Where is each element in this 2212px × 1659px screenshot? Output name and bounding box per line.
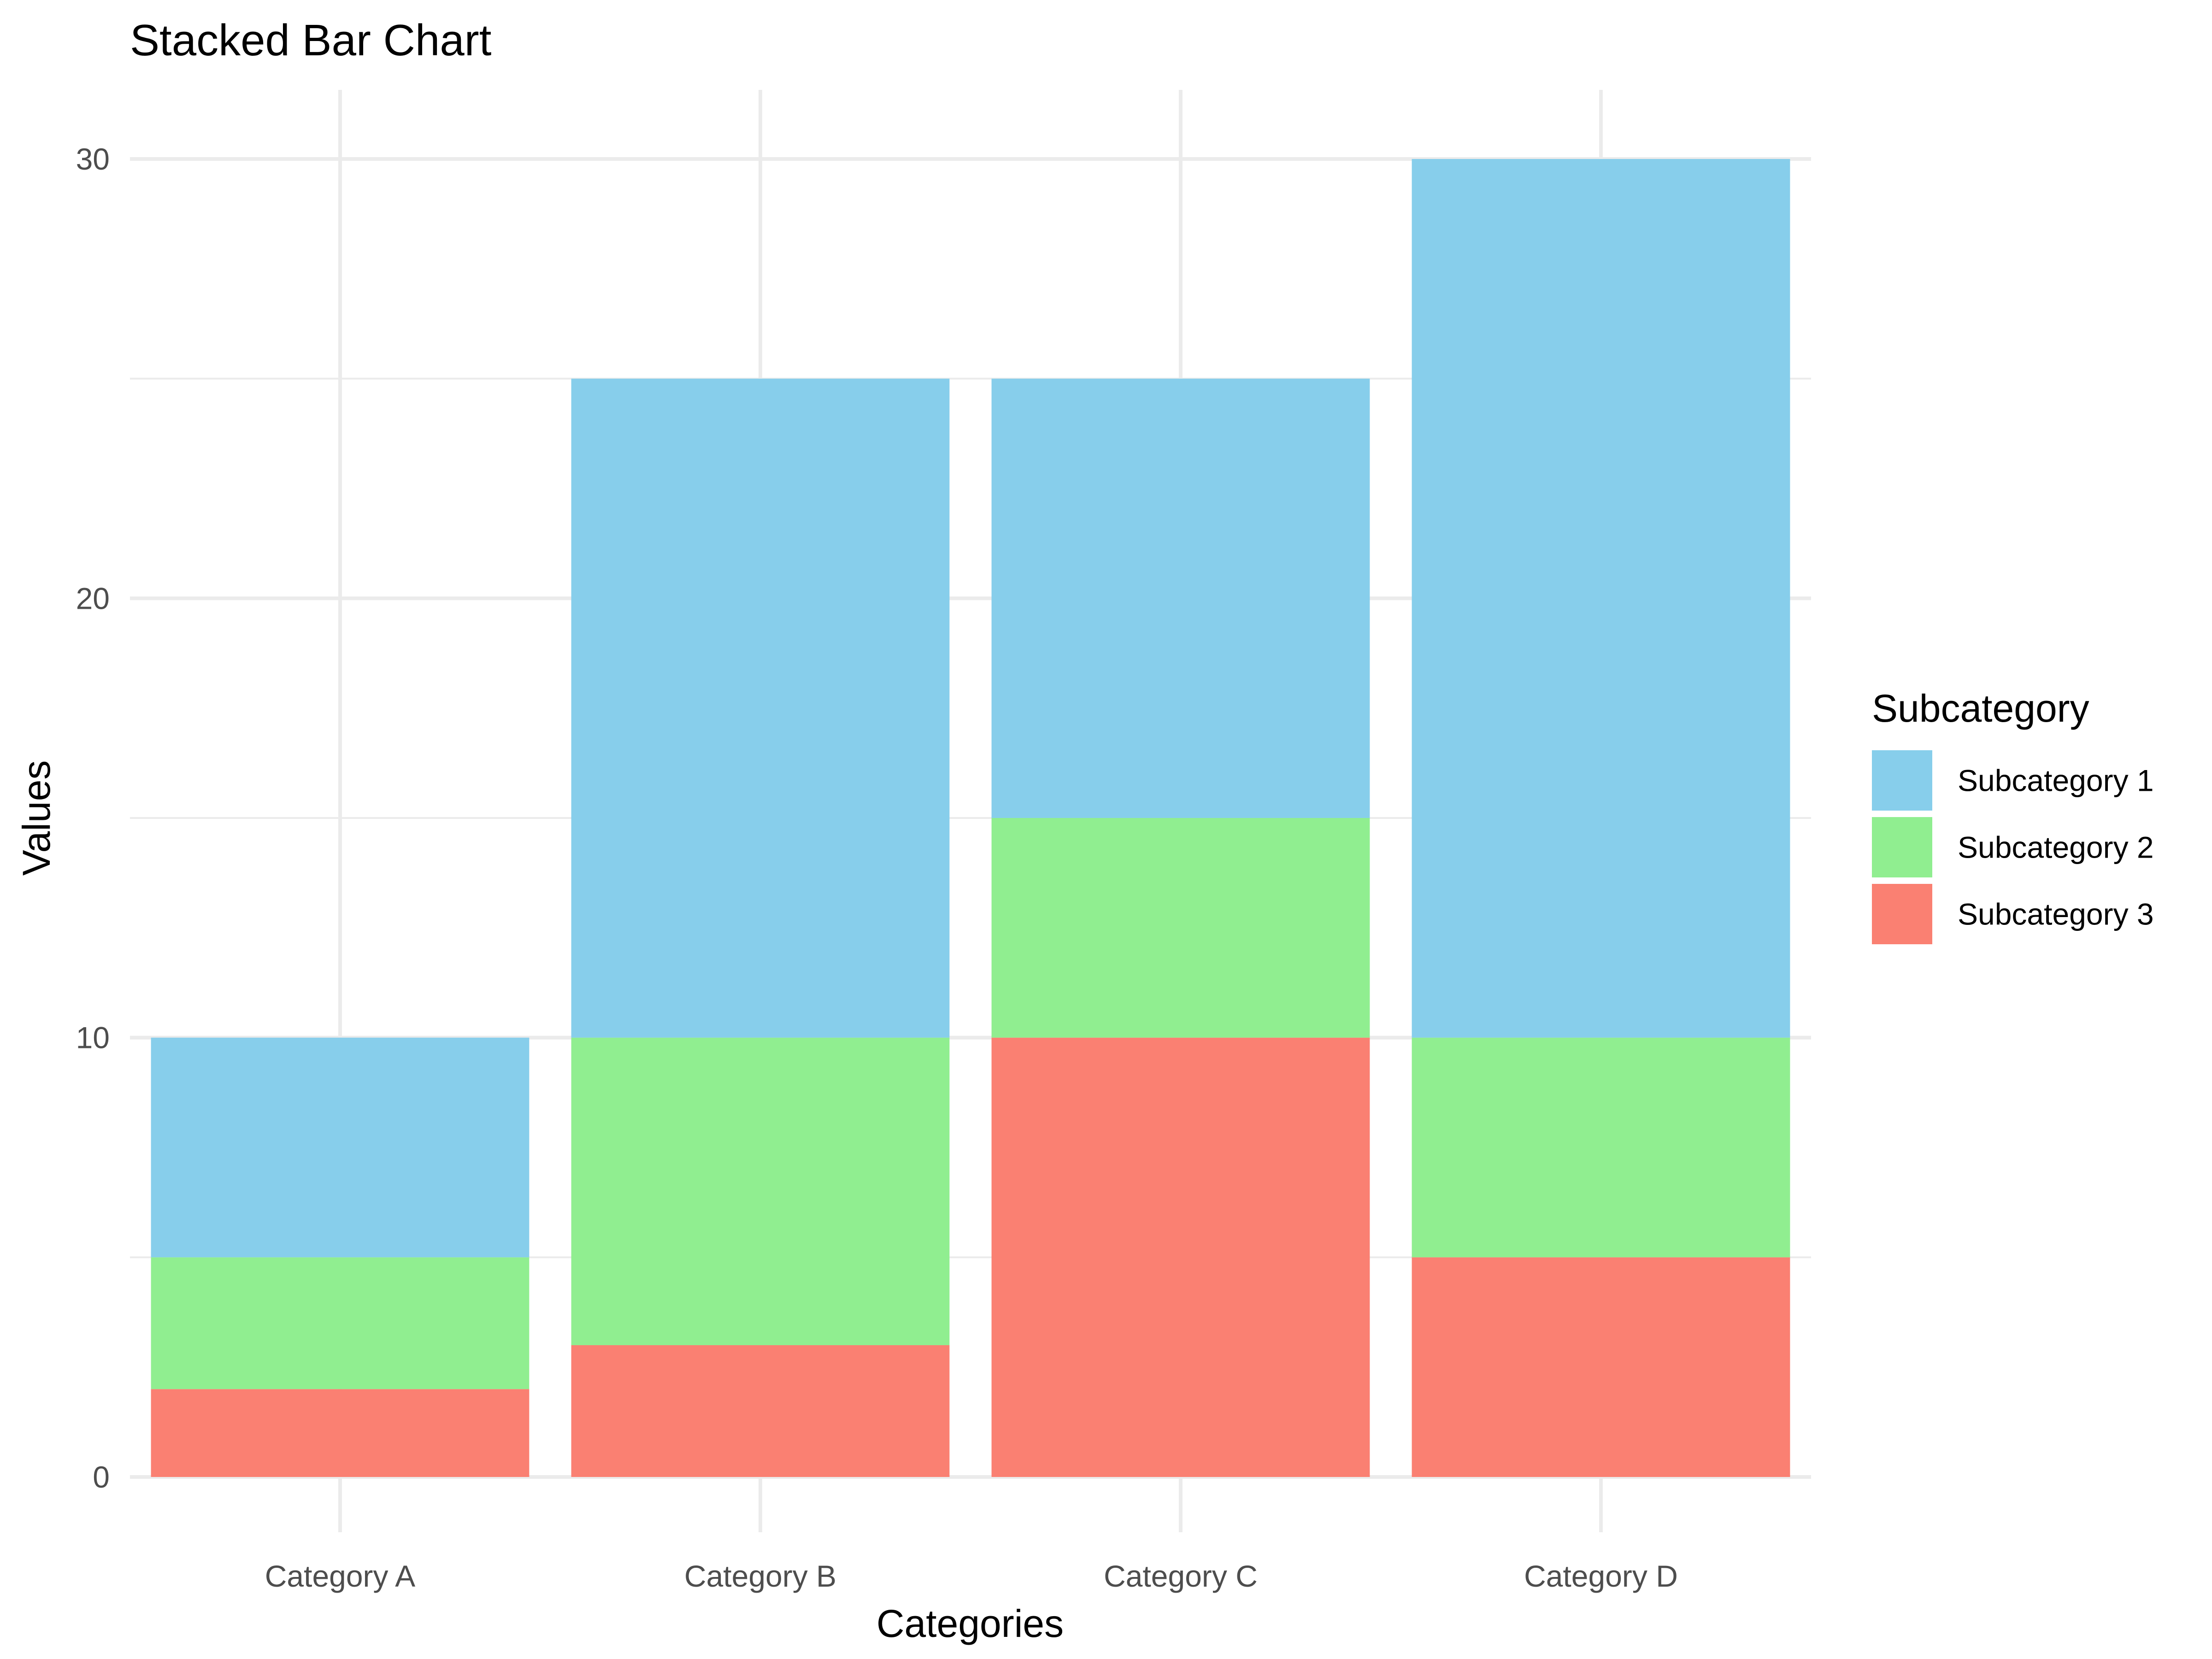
legend-key xyxy=(1872,817,1932,877)
bar-segment xyxy=(571,1345,950,1477)
y-tick-label: 30 xyxy=(76,142,110,176)
bar-segment xyxy=(571,1037,950,1346)
legend-label: Subcategory 2 xyxy=(1958,830,2154,865)
y-axis-title: Values xyxy=(15,760,58,876)
x-tick-label: Category B xyxy=(684,1559,836,1593)
bar-segment xyxy=(151,1257,529,1389)
bar-segment xyxy=(991,378,1370,818)
x-axis-ticks: Category A Category B Category C Category D xyxy=(265,1559,1678,1593)
legend: Subcategory Subcategory 1 Subcategory 2 Su… xyxy=(1872,687,2154,944)
legend-label: Subcategory 3 xyxy=(1958,897,2154,931)
bar-segment xyxy=(1412,159,1790,1038)
bar-segment xyxy=(151,1037,529,1258)
legend-label: Subcategory 1 xyxy=(1958,764,2154,798)
x-tick-label: Category D xyxy=(1524,1559,1678,1593)
chart-title: Stacked Bar Chart xyxy=(130,16,491,65)
y-tick-label: 0 xyxy=(93,1460,110,1494)
bar-segment xyxy=(1412,1037,1790,1258)
bars xyxy=(151,159,1790,1477)
legend-key xyxy=(1872,884,1932,944)
bar-segment xyxy=(1412,1257,1790,1477)
x-tick-label: Category C xyxy=(1104,1559,1258,1593)
x-axis-title: Categories xyxy=(877,1602,1064,1645)
y-axis-ticks: 0 10 20 30 xyxy=(76,142,110,1494)
y-tick-label: 20 xyxy=(76,581,110,615)
x-tick-label: Category A xyxy=(265,1559,416,1593)
bar-segment xyxy=(151,1389,529,1477)
bar-segment xyxy=(991,1037,1370,1477)
bar-segment xyxy=(991,818,1370,1038)
y-tick-label: 10 xyxy=(76,1021,110,1055)
legend-key xyxy=(1872,750,1932,811)
bar-segment xyxy=(571,378,950,1038)
legend-title: Subcategory xyxy=(1872,687,2089,730)
